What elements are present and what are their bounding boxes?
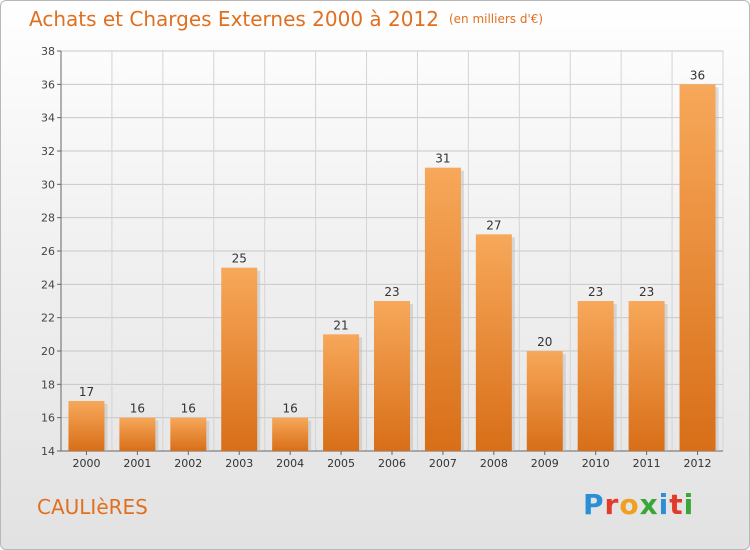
y-tick-label: 28 xyxy=(41,212,55,225)
y-tick-label: 30 xyxy=(41,178,55,191)
y-tick-label: 26 xyxy=(41,245,55,258)
x-tick-label: 2003 xyxy=(225,457,253,470)
x-tick-label: 2002 xyxy=(174,457,202,470)
bar xyxy=(323,334,360,451)
labels: 14 16 18 20 22 24 26 28 30 32 34 36 38 17 2000 16 2001 16… xyxy=(41,45,712,470)
y-tick-label: 38 xyxy=(41,45,55,58)
y-tick-label: 14 xyxy=(41,445,55,458)
bar xyxy=(424,167,461,451)
x-tick-label: 2006 xyxy=(378,457,406,470)
bar xyxy=(679,84,716,451)
commune-name: CAULIèRES xyxy=(37,495,148,519)
bar-value-label: 20 xyxy=(537,335,552,349)
bar xyxy=(526,351,563,451)
bar xyxy=(374,301,410,451)
y-tick-label: 34 xyxy=(41,112,55,125)
bar xyxy=(68,401,105,451)
y-tick-label: 18 xyxy=(41,378,55,391)
bar xyxy=(221,267,258,451)
x-tick-label: 2004 xyxy=(276,457,304,470)
x-tick-label: 2000 xyxy=(72,457,100,470)
bar-value-label: 25 xyxy=(232,252,247,266)
y-tick-label: 16 xyxy=(41,412,55,425)
y-tick-label: 32 xyxy=(41,145,55,158)
x-tick-label: 2011 xyxy=(633,457,661,470)
bar-value-label: 23 xyxy=(639,285,654,299)
bar-value-label: 21 xyxy=(333,318,348,332)
bar-value-label: 17 xyxy=(79,385,94,399)
y-tick-label: 20 xyxy=(41,345,55,358)
chart-title-text: Achats et Charges Externes 2000 à 2012 xyxy=(29,7,439,31)
bar xyxy=(170,417,207,451)
y-tick-label: 22 xyxy=(41,312,55,325)
x-tick-label: 2008 xyxy=(480,457,508,470)
bar-value-label: 16 xyxy=(130,402,145,416)
x-tick-label: 2005 xyxy=(327,457,355,470)
x-tick-label: 2010 xyxy=(582,457,610,470)
y-tick-label: 24 xyxy=(41,278,55,291)
bars xyxy=(68,84,719,451)
bar-value-label: 27 xyxy=(486,218,501,232)
x-tick-label: 2012 xyxy=(684,457,712,470)
x-tick-label: 2001 xyxy=(123,457,151,470)
chart-unit: (en milliers d'€) xyxy=(448,12,544,26)
bar-value-label: 31 xyxy=(435,152,450,166)
bar-value-label: 16 xyxy=(283,402,298,416)
x-tick-label: 2009 xyxy=(531,457,559,470)
bar-value-label: 23 xyxy=(384,285,399,299)
bar-value-label: 16 xyxy=(181,402,196,416)
x-tick-label: 2007 xyxy=(429,457,457,470)
bar-value-label: 36 xyxy=(690,68,705,82)
y-tick-label: 36 xyxy=(41,78,55,91)
proxiti-logo: Proxiti xyxy=(583,488,695,521)
bar xyxy=(577,301,614,451)
chart-title: Achats et Charges Externes 2000 à 2012 (e… xyxy=(29,7,543,31)
bar xyxy=(272,417,309,451)
bar-value-label: 23 xyxy=(588,285,603,299)
bar xyxy=(628,301,665,451)
bar xyxy=(119,417,156,451)
bar xyxy=(475,234,512,451)
